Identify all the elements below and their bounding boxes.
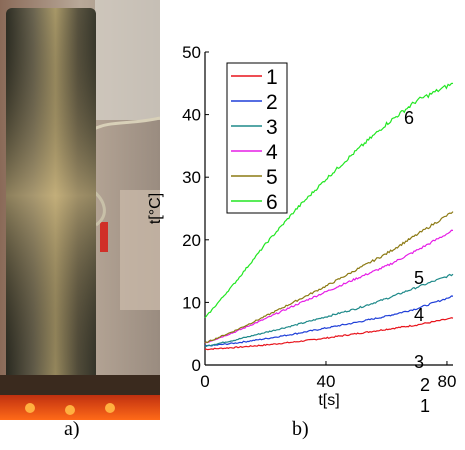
legend-label-1: 1 [266, 66, 278, 89]
cylinder-photo [0, 0, 160, 420]
x-tick-label: 0 [200, 372, 209, 391]
series-line-3 [204, 273, 454, 348]
chart-series [204, 82, 454, 351]
curve-label-5: 5 [414, 268, 424, 288]
chart-curve-labels: 12 3 4 5 6 [404, 108, 430, 416]
legend-label-3: 3 [266, 116, 278, 139]
series-line-2 [204, 295, 454, 347]
y-axis-title: t[°C] [147, 193, 164, 224]
y-tick-label: 30 [182, 168, 201, 187]
legend-label-2: 2 [266, 91, 278, 114]
legend-label-4: 4 [266, 141, 278, 164]
y-tick-label: 40 [182, 106, 201, 125]
curve-label-3: 3 [414, 352, 424, 372]
y-tick-label: 10 [182, 293, 201, 312]
series-line-4 [204, 229, 454, 344]
legend-box [226, 62, 288, 214]
curve-label-1: 1 [420, 396, 430, 416]
panel-a-caption: a) [64, 418, 80, 440]
x-tick-label: 80 [437, 372, 456, 391]
curve-label-6: 6 [404, 108, 414, 128]
panel-b-caption: b) [292, 418, 309, 440]
chart-axes: 0 10 20 30 40 50 0 40 80 t[s] t[°C] [147, 43, 456, 409]
series-line-6 [204, 82, 454, 319]
x-axis-title: t[s] [318, 392, 339, 409]
curve-label-2: 2 [420, 375, 430, 395]
y-tick-label: 50 [182, 43, 201, 62]
curve-label-4: 4 [414, 305, 424, 325]
y-tick-label: 20 [182, 231, 201, 250]
series-line-5 [204, 211, 454, 344]
legend-label-5: 5 [266, 166, 278, 189]
legend-label-6: 6 [266, 191, 278, 214]
y-tick-label: 0 [192, 356, 201, 375]
series-line-1 [204, 317, 454, 351]
x-tick-label: 40 [317, 372, 336, 391]
